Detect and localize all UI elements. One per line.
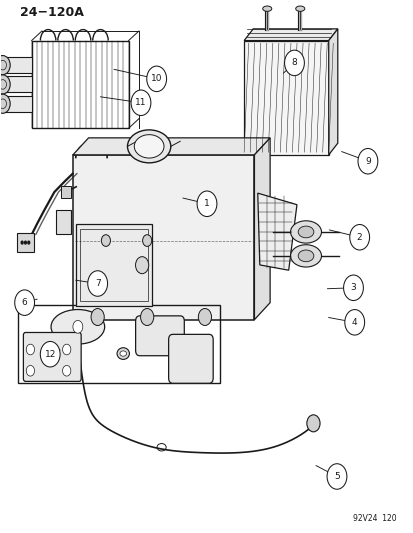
Bar [80, 229, 148, 301]
Ellipse shape [290, 221, 321, 243]
Ellipse shape [117, 348, 129, 359]
Circle shape [0, 55, 10, 75]
Circle shape [140, 309, 153, 326]
Bar [17, 233, 33, 252]
Bar [76, 224, 152, 306]
Circle shape [15, 290, 34, 316]
Ellipse shape [297, 226, 313, 238]
Text: 3: 3 [350, 283, 356, 292]
Polygon shape [257, 193, 296, 270]
Ellipse shape [297, 250, 313, 262]
Bar [73, 155, 254, 320]
Circle shape [0, 75, 10, 94]
Circle shape [91, 309, 104, 326]
Circle shape [27, 240, 30, 245]
Bar [244, 41, 328, 155]
Text: 5: 5 [333, 472, 339, 481]
Ellipse shape [295, 6, 304, 11]
Text: 4: 4 [351, 318, 357, 327]
Circle shape [349, 224, 369, 250]
Bar [5, 96, 31, 112]
Circle shape [343, 275, 363, 301]
Circle shape [101, 235, 110, 246]
Ellipse shape [127, 130, 171, 163]
Polygon shape [73, 138, 269, 155]
Ellipse shape [290, 245, 321, 267]
Circle shape [146, 66, 166, 92]
Circle shape [344, 310, 364, 335]
Circle shape [21, 240, 24, 245]
Text: 11: 11 [135, 98, 146, 107]
Circle shape [142, 235, 151, 246]
Text: 8: 8 [291, 59, 297, 67]
Text: 2: 2 [356, 233, 362, 242]
Text: 9: 9 [364, 157, 370, 166]
Ellipse shape [51, 310, 104, 344]
Polygon shape [328, 29, 337, 155]
Text: 12: 12 [45, 350, 56, 359]
Circle shape [135, 257, 148, 273]
Circle shape [62, 344, 71, 355]
Ellipse shape [120, 351, 126, 356]
Circle shape [24, 240, 27, 245]
Circle shape [326, 464, 346, 489]
Bar [31, 41, 128, 128]
Circle shape [26, 344, 34, 355]
Polygon shape [244, 29, 337, 41]
Polygon shape [254, 138, 269, 320]
Circle shape [26, 366, 34, 376]
Text: 92V24  120: 92V24 120 [352, 514, 396, 523]
Bar [55, 210, 71, 234]
Ellipse shape [134, 135, 164, 158]
Text: 1: 1 [204, 199, 209, 208]
Text: 24−120A: 24−120A [21, 6, 84, 19]
Text: 10: 10 [151, 74, 162, 83]
Bar [18, 305, 220, 383]
FancyBboxPatch shape [23, 333, 81, 382]
Text: 6: 6 [22, 298, 27, 307]
Bar [5, 76, 31, 92]
Circle shape [197, 191, 216, 216]
Circle shape [131, 90, 150, 116]
FancyBboxPatch shape [168, 334, 213, 383]
Circle shape [0, 94, 10, 114]
Circle shape [73, 320, 83, 333]
Circle shape [40, 342, 60, 367]
FancyBboxPatch shape [135, 316, 184, 356]
Circle shape [62, 366, 71, 376]
Circle shape [198, 309, 211, 326]
Text: 7: 7 [95, 279, 100, 288]
Circle shape [306, 415, 319, 432]
Circle shape [88, 271, 107, 296]
Bar [5, 57, 31, 73]
Ellipse shape [262, 6, 271, 11]
Bar [61, 185, 71, 198]
Circle shape [284, 50, 304, 76]
Circle shape [357, 149, 377, 174]
